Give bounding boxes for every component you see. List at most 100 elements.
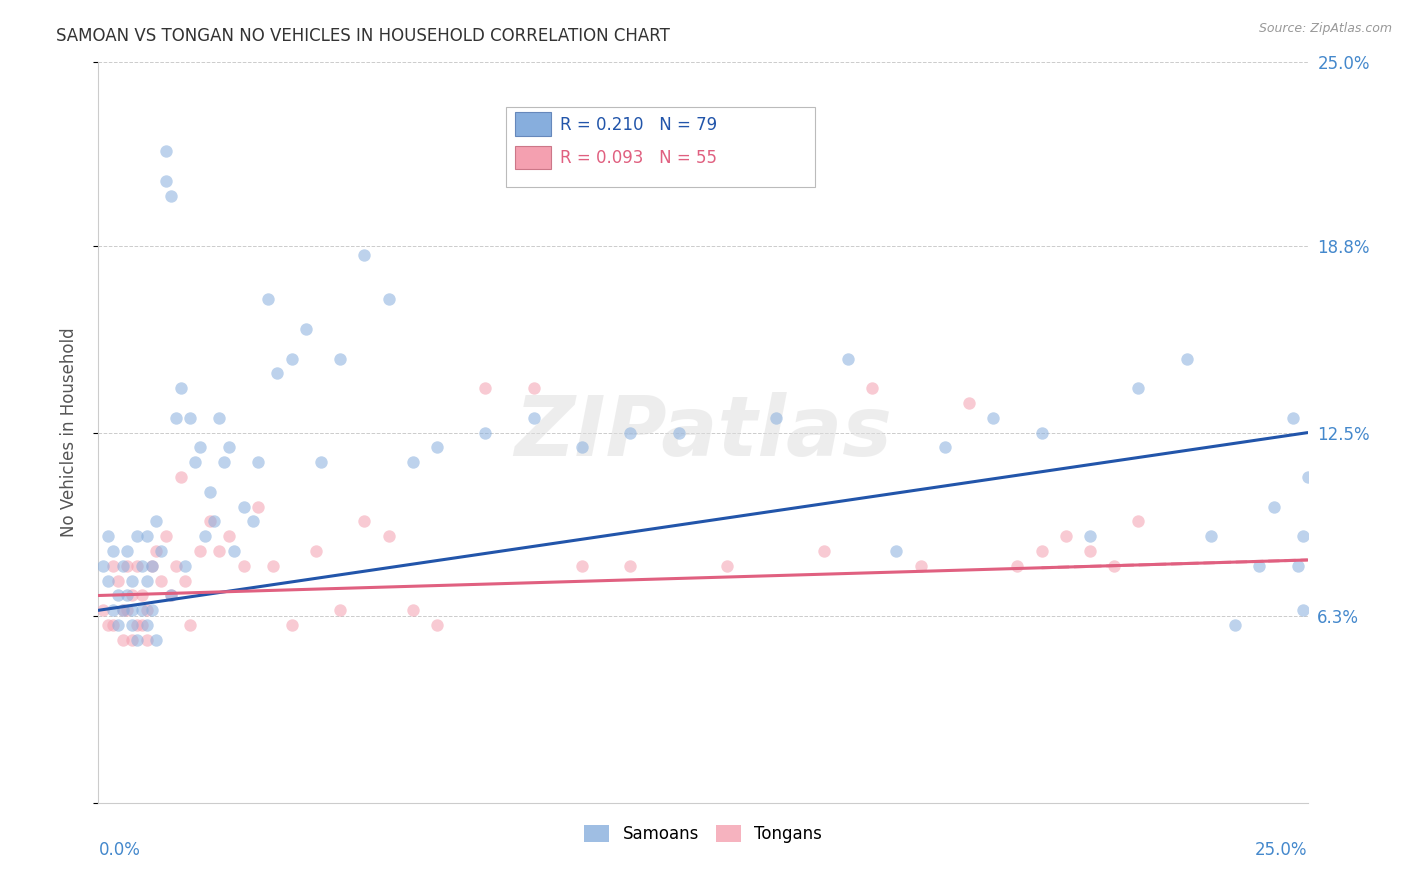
Point xyxy=(1078,529,1101,543)
Point xyxy=(1199,529,1222,543)
Point xyxy=(309,455,332,469)
Point xyxy=(262,558,284,573)
Point xyxy=(402,455,425,469)
Text: 0.0%: 0.0% xyxy=(98,841,141,859)
Text: 25.0%: 25.0% xyxy=(1256,841,1308,859)
Point xyxy=(155,529,177,543)
Point xyxy=(208,544,231,558)
Point xyxy=(155,145,177,159)
Point xyxy=(266,367,288,381)
Point xyxy=(619,558,641,573)
Point xyxy=(860,381,883,395)
Point xyxy=(141,558,163,573)
Point xyxy=(121,574,143,588)
Point xyxy=(107,618,129,632)
Point xyxy=(131,603,153,617)
Point xyxy=(179,618,201,632)
Point xyxy=(135,632,157,647)
Point xyxy=(1054,529,1077,543)
Point xyxy=(121,589,143,603)
Point xyxy=(155,174,177,188)
Point xyxy=(169,470,191,484)
Point xyxy=(121,632,143,647)
Point xyxy=(329,351,352,366)
Point xyxy=(402,603,425,617)
Point xyxy=(1286,558,1309,573)
Text: Source: ZipAtlas.com: Source: ZipAtlas.com xyxy=(1258,22,1392,36)
Point xyxy=(247,455,270,469)
Point xyxy=(1292,529,1315,543)
Point xyxy=(121,603,143,617)
Point xyxy=(1031,425,1053,440)
Point xyxy=(222,544,245,558)
Point xyxy=(101,603,124,617)
Point xyxy=(135,529,157,543)
Point xyxy=(242,515,264,529)
Point xyxy=(1031,544,1053,558)
Point xyxy=(329,603,352,617)
Point xyxy=(353,248,375,262)
Point xyxy=(131,618,153,632)
Point xyxy=(247,500,270,514)
Point xyxy=(131,558,153,573)
Point xyxy=(934,441,956,455)
Text: R = 0.093   N = 55: R = 0.093 N = 55 xyxy=(560,149,717,167)
Point xyxy=(910,558,932,573)
Point xyxy=(101,544,124,558)
Point xyxy=(523,410,546,425)
Point xyxy=(474,381,496,395)
Point xyxy=(135,603,157,617)
Point xyxy=(111,632,134,647)
Point xyxy=(981,410,1004,425)
Point xyxy=(160,589,183,603)
Point xyxy=(619,425,641,440)
Point xyxy=(111,603,134,617)
Point xyxy=(145,544,167,558)
Text: R = 0.210   N = 79: R = 0.210 N = 79 xyxy=(560,116,717,134)
Point xyxy=(111,558,134,573)
Point xyxy=(426,618,449,632)
Point xyxy=(101,618,124,632)
Point xyxy=(91,558,114,573)
Point xyxy=(131,589,153,603)
Point xyxy=(160,188,183,202)
Point xyxy=(169,381,191,395)
Point xyxy=(1078,544,1101,558)
Point xyxy=(91,603,114,617)
Point xyxy=(174,558,197,573)
Point xyxy=(198,515,221,529)
Point xyxy=(194,529,217,543)
Point xyxy=(97,618,120,632)
Point xyxy=(165,410,187,425)
Point xyxy=(281,351,304,366)
Point xyxy=(256,293,278,307)
Point xyxy=(97,574,120,588)
Point xyxy=(571,441,593,455)
Point xyxy=(1249,558,1271,573)
Text: SAMOAN VS TONGAN NO VEHICLES IN HOUSEHOLD CORRELATION CHART: SAMOAN VS TONGAN NO VEHICLES IN HOUSEHOL… xyxy=(56,27,671,45)
Point xyxy=(135,574,157,588)
Point xyxy=(204,515,226,529)
Point xyxy=(141,558,163,573)
Point xyxy=(145,515,167,529)
Point xyxy=(101,558,124,573)
Point xyxy=(1175,351,1198,366)
Text: ZIPatlas: ZIPatlas xyxy=(515,392,891,473)
Point xyxy=(208,410,231,425)
Point xyxy=(117,603,139,617)
Point xyxy=(127,558,149,573)
Point xyxy=(232,558,254,573)
Point xyxy=(127,632,149,647)
Point xyxy=(117,558,139,573)
Y-axis label: No Vehicles in Household: No Vehicles in Household xyxy=(59,327,77,538)
Point xyxy=(107,574,129,588)
Point xyxy=(1282,410,1305,425)
Point xyxy=(135,618,157,632)
Point xyxy=(474,425,496,440)
Point xyxy=(188,441,211,455)
Point xyxy=(1223,618,1246,632)
Point xyxy=(127,529,149,543)
Point xyxy=(150,574,173,588)
Point xyxy=(426,441,449,455)
Point xyxy=(212,455,235,469)
